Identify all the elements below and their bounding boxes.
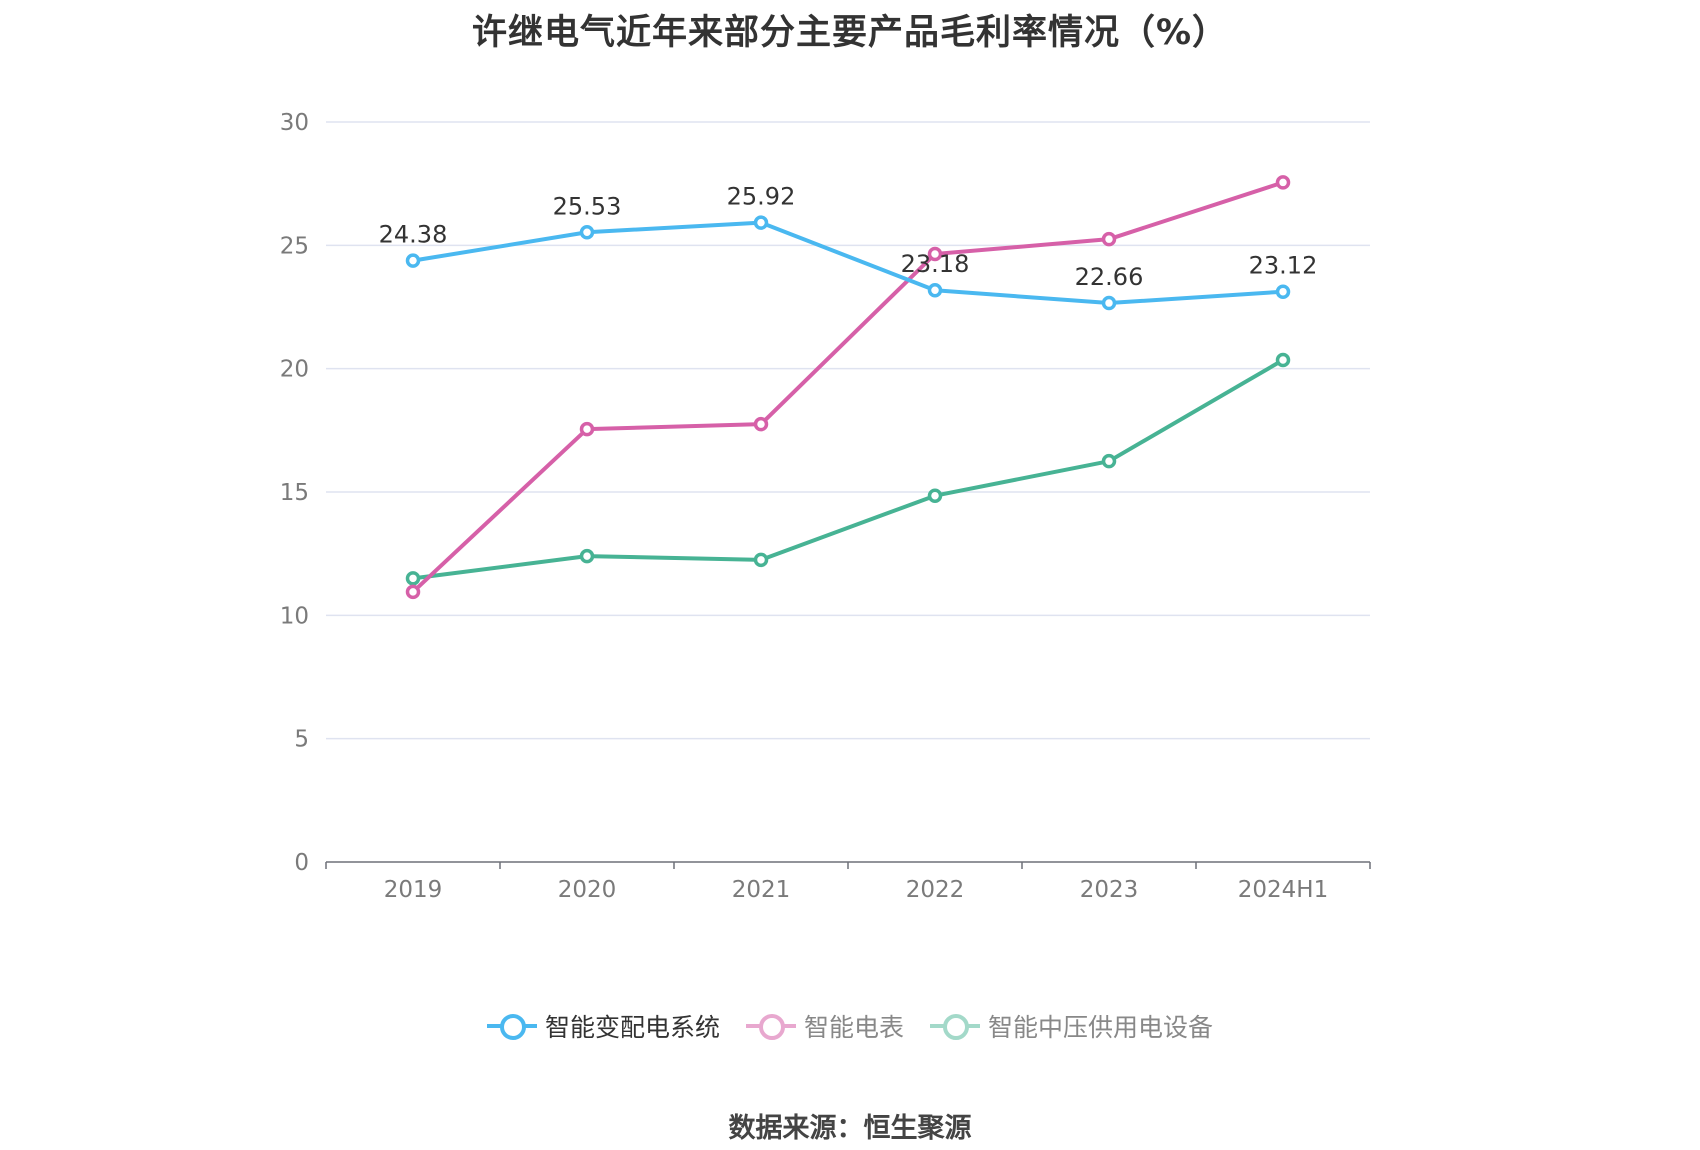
legend-marker-series-3 [930, 1013, 980, 1040]
legend-item-series-3[interactable]: 智能中压供用电设备 [930, 1008, 1213, 1044]
x-tick-label: 2021 [732, 877, 791, 903]
data-point-series-2 [1101, 231, 1117, 247]
grid-lines [326, 121, 1370, 740]
data-point-series-2 [1275, 175, 1291, 190]
data-point-series-1 [1101, 295, 1117, 311]
series-points [405, 175, 1291, 600]
data-point-series-2 [753, 416, 769, 432]
y-tick-label: 15 [280, 480, 309, 506]
data-point-series-3 [753, 552, 769, 568]
series-line-3 [412, 358, 1285, 581]
data-point-series-2 [927, 246, 943, 262]
y-tick-label: 20 [280, 357, 309, 383]
data-point-series-1 [579, 225, 595, 240]
series-lines [411, 180, 1285, 594]
data-point-series-1 [1275, 284, 1291, 299]
y-axis-tick-labels: 0 5 10 15 20 25 30 [280, 110, 309, 876]
data-point-series-1 [753, 215, 769, 230]
legend-marker-series-2 [745, 1013, 796, 1040]
y-tick-label: 25 [280, 233, 309, 259]
data-label: 23.12 [1249, 252, 1318, 280]
legend-label-series-3: 智能中压供用电设备 [988, 1013, 1214, 1042]
data-labels: 24.38 25.53 25.92 23.18 22.66 23.12 [379, 183, 1318, 291]
data-label: 24.38 [379, 221, 448, 249]
x-tick-label: 2024H1 [1238, 877, 1328, 903]
x-axis-tick-labels: 2019 2020 2021 2022 2023 2024H1 [384, 877, 1329, 903]
data-label: 25.92 [727, 183, 796, 211]
data-point-series-2 [405, 584, 421, 600]
data-point-series-2 [579, 421, 595, 437]
x-tick-label: 2022 [906, 877, 965, 903]
chart-title: 许继电气近年来部分主要产品毛利率情况（%） [471, 13, 1229, 53]
y-tick-label: 0 [294, 850, 309, 876]
data-point-series-1 [405, 253, 421, 268]
legend-label-series-2: 智能电表 [803, 1013, 904, 1042]
y-tick-label: 30 [280, 110, 309, 136]
legend-marker-series-1 [486, 1013, 537, 1040]
source-note: 数据来源：恒生聚源 [728, 1113, 972, 1144]
data-point-series-3 [579, 548, 595, 564]
legend: 智能变配电系统 智能电表 智能中压供用电设备 [0, 1008, 1700, 1044]
x-tick-label: 2020 [558, 877, 617, 903]
data-point-series-3 [1275, 352, 1291, 368]
y-tick-label: 5 [294, 727, 309, 753]
legend-label-series-1: 智能变配电系统 [544, 1013, 720, 1042]
x-tick-label: 2019 [384, 877, 443, 903]
data-label: 23.18 [901, 250, 970, 278]
data-point-series-3 [405, 571, 421, 586]
series-line-1 [412, 220, 1284, 306]
legend-item-series-2[interactable]: 智能电表 [745, 1008, 904, 1044]
x-tick-label: 2023 [1080, 877, 1139, 903]
series-line-2 [411, 180, 1284, 594]
data-label: 22.66 [1075, 263, 1144, 291]
data-point-series-1 [927, 282, 943, 298]
data-point-series-3 [1101, 453, 1117, 469]
data-point-series-3 [927, 488, 943, 503]
x-axis [325, 861, 1371, 869]
y-tick-label: 10 [280, 603, 309, 629]
data-label: 25.53 [553, 192, 622, 220]
legend-item-series-1[interactable]: 智能变配电系统 [486, 1008, 720, 1044]
